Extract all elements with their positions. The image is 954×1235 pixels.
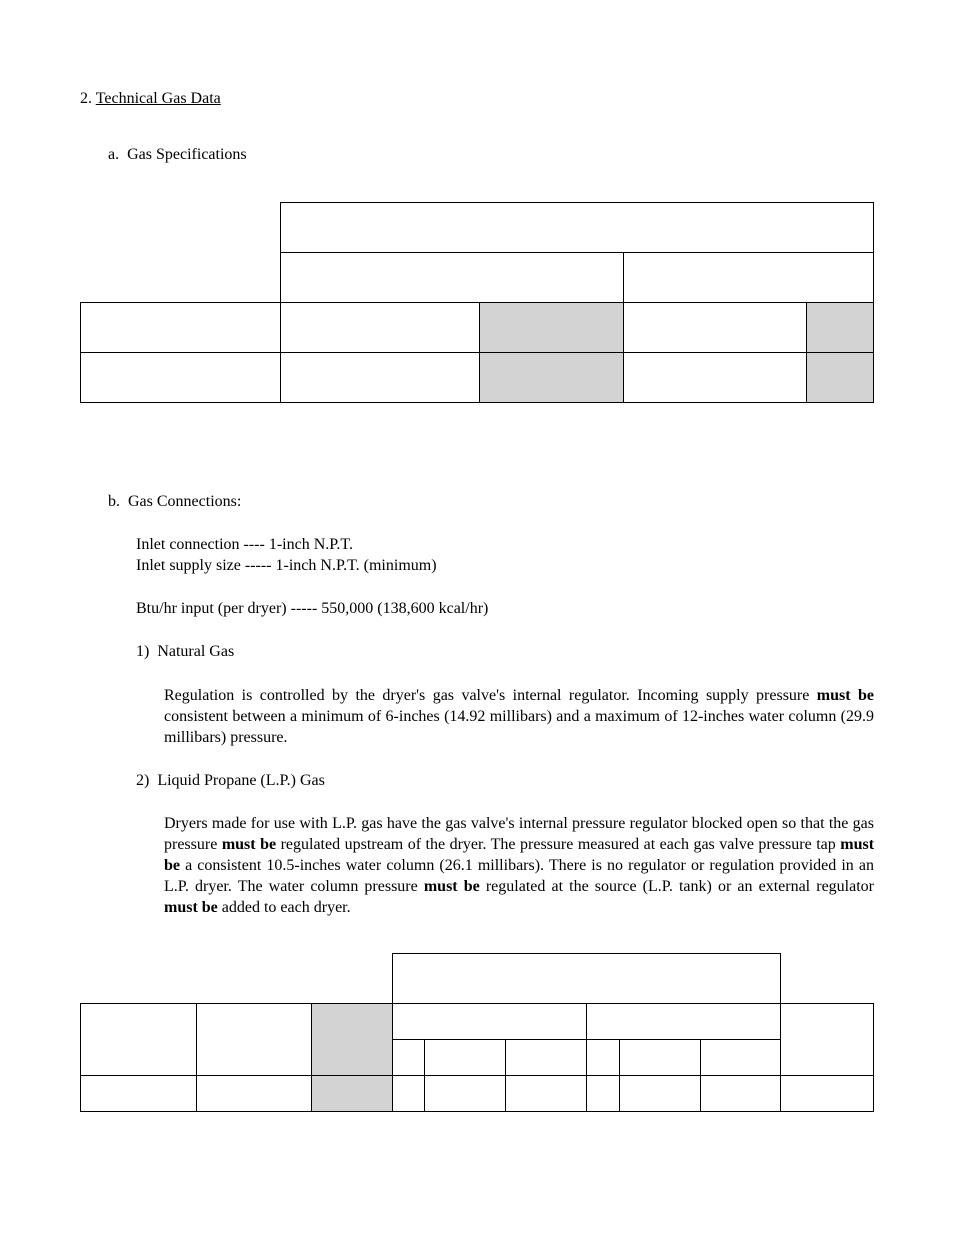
sub-b-title: Gas Connections: <box>128 493 241 510</box>
table-cell <box>619 1075 700 1111</box>
table-cell <box>624 303 807 353</box>
table-cell <box>619 1039 700 1075</box>
item-1-text-post: consistent between a minimum of 6-inches… <box>164 708 874 746</box>
btu-input-line: Btu/hr input (per dryer) ----- 550,000 (… <box>136 598 874 619</box>
sub-b-letter: b. <box>108 493 120 510</box>
table-cell <box>81 353 281 403</box>
table-cell <box>425 1075 506 1111</box>
table-cell <box>587 1075 619 1111</box>
item-2-para: Dryers made for use with L.P. gas have t… <box>164 813 874 919</box>
table-cell <box>196 1075 312 1111</box>
item-2-heading: 2) Liquid Propane (L.P.) Gas <box>136 770 874 791</box>
table-cell <box>700 1075 781 1111</box>
table-blank-cell <box>81 203 281 253</box>
table-cell <box>81 303 281 353</box>
table-row <box>81 953 874 1003</box>
table-cell-shaded <box>480 303 624 353</box>
table-cell <box>781 1075 874 1111</box>
table-header-cell <box>393 953 781 1003</box>
table-cell-shaded <box>480 353 624 403</box>
table-header-top <box>280 203 873 253</box>
table-cell-shaded <box>807 353 874 403</box>
section-number: 2. <box>80 90 92 107</box>
item-2-p2: regulated upstream of the dryer. The pre… <box>276 836 840 853</box>
table-cell <box>781 1003 874 1075</box>
item-2-num: 2) <box>136 772 149 789</box>
table-row <box>81 353 874 403</box>
item-1-para: Regulation is controlled by the dryer's … <box>164 685 874 748</box>
item-1-num: 1) <box>136 643 149 660</box>
table-cell <box>81 1003 197 1075</box>
table-blank-cell <box>81 253 281 303</box>
table-cell <box>393 1075 425 1111</box>
table-subheader-right <box>624 253 874 303</box>
sub-a-title: Gas Specifications <box>127 146 247 163</box>
table-cell <box>506 1039 587 1075</box>
table-cell <box>425 1039 506 1075</box>
document-page: 2. Technical Gas Data a. Gas Specificati… <box>0 0 954 1235</box>
table-row <box>81 1003 874 1039</box>
lp-gas-table <box>80 953 874 1112</box>
table-row <box>81 1075 874 1111</box>
table-row <box>81 303 874 353</box>
table-subheader-left <box>280 253 624 303</box>
item-1-heading: 1) Natural Gas <box>136 641 874 662</box>
table-cell <box>700 1039 781 1075</box>
item-2-b1: must be <box>222 836 276 853</box>
inlet-connection-line: Inlet connection ---- 1-inch N.P.T. <box>136 534 874 555</box>
table-cell <box>506 1075 587 1111</box>
table-cell <box>393 1039 425 1075</box>
table-blank-cell <box>81 953 393 1003</box>
table-blank-cell <box>781 953 874 1003</box>
table-subheader-cell <box>587 1003 781 1039</box>
section-heading: 2. Technical Gas Data <box>80 90 874 108</box>
table-cell <box>587 1039 619 1075</box>
item-1-bold: must be <box>817 687 874 704</box>
table-cell-shaded <box>312 1075 393 1111</box>
table-row <box>81 203 874 253</box>
gas-spec-table <box>80 202 874 403</box>
sub-b-heading: b. Gas Connections: <box>108 491 874 512</box>
item-1-text-pre: Regulation is controlled by the dryer's … <box>164 687 817 704</box>
table-cell-shaded <box>312 1003 393 1075</box>
table-cell <box>280 353 480 403</box>
sub-a-letter: a. <box>108 146 119 163</box>
table-row <box>81 253 874 303</box>
item-2-p5: added to each dryer. <box>218 899 351 916</box>
table-cell <box>280 303 480 353</box>
section-title: Technical Gas Data <box>96 90 221 107</box>
item-2-p4: regulated at the source (L.P. tank) or a… <box>480 878 874 895</box>
table-cell-shaded <box>807 303 874 353</box>
item-1-title: Natural Gas <box>157 643 234 660</box>
item-2-b3: must be <box>424 878 480 895</box>
table-subheader-cell <box>393 1003 587 1039</box>
table-cell <box>81 1075 197 1111</box>
item-2-b4: must be <box>164 899 218 916</box>
item-2-title: Liquid Propane (L.P.) Gas <box>157 772 325 789</box>
sub-a-heading: a. Gas Specifications <box>108 146 874 164</box>
inlet-supply-line: Inlet supply size ----- 1-inch N.P.T. (m… <box>136 555 874 576</box>
table-cell <box>624 353 807 403</box>
table-cell <box>196 1003 312 1075</box>
